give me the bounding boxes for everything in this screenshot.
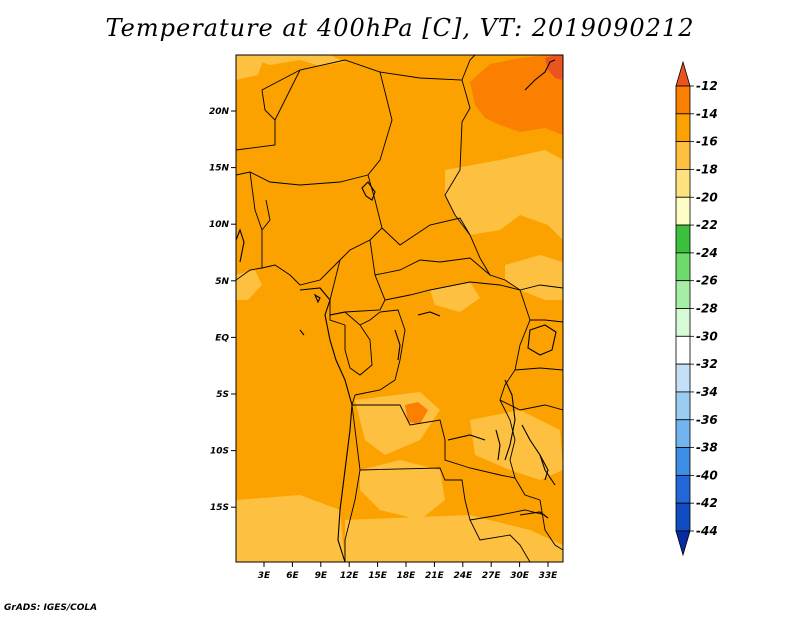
lat-tick-label: 15S <box>210 503 229 513</box>
lon-tick-label: 9E <box>315 571 328 581</box>
lat-tick: EQ <box>215 333 236 343</box>
colorbar-label: -40 <box>696 468 718 482</box>
colorbar-swatch <box>675 196 691 226</box>
colorbar-swatch <box>675 419 691 448</box>
lat-tick-label: 20N <box>209 107 230 117</box>
colorbar-swatch <box>675 391 691 421</box>
temperature-zone-light <box>236 55 563 562</box>
colorbar-swatch <box>675 335 691 365</box>
lat-tick-label: 10S <box>210 447 229 457</box>
colorbar-swatch <box>675 308 691 337</box>
colorbar-label: -38 <box>696 441 718 455</box>
lon-tick: 15E <box>368 562 388 581</box>
lon-tick: 30E <box>510 562 530 581</box>
map-title: Temperature at 400hPa [C], VT: 201909021… <box>105 14 695 42</box>
colorbar-swatch <box>675 502 691 532</box>
lon-tick-label: 21E <box>425 571 445 581</box>
colorbar-label: -36 <box>696 413 718 427</box>
lat-tick: 10S <box>210 447 236 457</box>
colorbar-swatch <box>675 363 691 393</box>
lon-tick-label: 33E <box>539 571 559 581</box>
lon-tick-label: 24E <box>453 571 473 581</box>
lat-tick-label: 10N <box>209 220 230 230</box>
lon-tick: 3E <box>258 562 271 581</box>
colorbar-label: -34 <box>696 385 718 399</box>
lon-tick-label: 30E <box>510 571 530 581</box>
colorbar-swatch <box>675 252 691 282</box>
colorbar-label: -28 <box>696 302 718 316</box>
lat-tick-label: 15N <box>209 164 230 174</box>
temperature-zone-dark <box>405 55 563 424</box>
colorbar-label: -32 <box>696 357 718 371</box>
colorbar-swatch <box>675 85 691 115</box>
lon-tick: 12E <box>340 562 360 581</box>
lon-tick: 24E <box>453 562 473 581</box>
lat-tick: 10N <box>209 220 236 230</box>
lat-tick: 5S <box>216 390 236 400</box>
colorbar-swatch <box>675 141 691 170</box>
colorbar-swatch <box>675 280 691 309</box>
coastlines-lakes <box>236 59 557 562</box>
map-area: 3E 6E 9E 12E 15E 18E 21E 24E 27E 30E 33E 20N 15N 10N… <box>209 54 564 581</box>
lon-tick: 6E <box>286 562 299 581</box>
colorbar-label: -14 <box>696 107 718 121</box>
lon-tick: 21E <box>425 562 445 581</box>
colorbar-label: -22 <box>696 218 718 232</box>
colorbar-swatch <box>675 113 691 143</box>
colorbar-label: -24 <box>696 246 718 260</box>
lat-tick: 5N <box>215 277 236 287</box>
lon-tick: 33E <box>539 562 559 581</box>
longitude-axis: 3E 6E 9E 12E 15E 18E 21E 24E 27E 30E 33E <box>258 562 558 581</box>
lat-tick-label: EQ <box>215 333 229 343</box>
colorbar: -12 -14 -16 -18 -20 -22 -24 -26 -28 -30 -32 -34 -36 -… <box>675 60 718 557</box>
lat-tick: 15S <box>210 503 236 513</box>
country-borders <box>236 55 563 562</box>
temperature-zone-hot <box>545 55 563 80</box>
colorbar-label: -26 <box>696 274 718 288</box>
colorbar-label: -42 <box>696 496 718 510</box>
lat-tick: 20N <box>209 107 236 117</box>
colorbar-swatch <box>675 224 691 254</box>
lon-tick-label: 3E <box>258 571 271 581</box>
lon-tick-label: 6E <box>286 571 299 581</box>
lon-tick: 18E <box>397 562 417 581</box>
lon-tick-label: 12E <box>340 571 360 581</box>
colorbar-label: -44 <box>696 524 718 538</box>
lon-tick: 27E <box>482 562 502 581</box>
colorbar-label: -16 <box>696 135 718 149</box>
latitude-axis: 20N 15N 10N 5N EQ 5S 10S 15S <box>209 107 236 513</box>
colorbar-label: -12 <box>696 79 718 93</box>
lat-tick-label: 5N <box>215 277 229 287</box>
lon-tick: 9E <box>315 562 328 581</box>
lon-tick-label: 27E <box>482 571 502 581</box>
colorbar-top-arrow <box>675 60 691 87</box>
lat-tick-label: 5S <box>216 390 229 400</box>
colorbar-label: -30 <box>696 329 718 343</box>
colorbar-swatch <box>675 447 691 476</box>
colorbar-label: -20 <box>696 190 718 204</box>
lon-tick-label: 15E <box>368 571 388 581</box>
grads-credit: GrADS: IGES/COLA <box>4 603 98 613</box>
colorbar-swatch <box>675 474 691 504</box>
map-frame <box>235 54 564 563</box>
lat-tick: 15N <box>209 164 236 174</box>
colorbar-label: -18 <box>696 162 718 176</box>
colorbar-bottom-arrow <box>675 530 691 557</box>
lon-tick-label: 18E <box>397 571 417 581</box>
colorbar-swatch <box>675 169 691 198</box>
